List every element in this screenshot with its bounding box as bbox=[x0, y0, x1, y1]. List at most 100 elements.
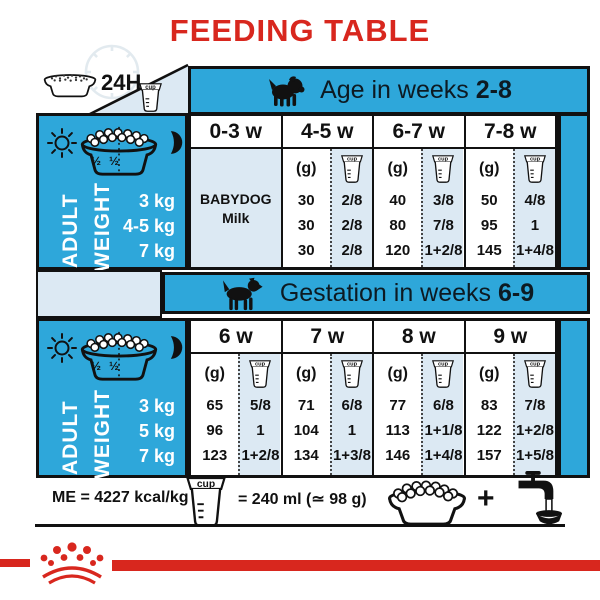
cell: 1 bbox=[347, 422, 357, 439]
cell: 4/8 bbox=[524, 192, 546, 209]
col-6w: 6 w (g) 65 96 123 5/8 1 1+2/8 bbox=[191, 321, 281, 475]
cell: 120 bbox=[385, 242, 411, 259]
cell: 30 bbox=[297, 242, 315, 259]
brand-bar-right bbox=[112, 560, 600, 571]
babydog-milk-cell: BABYDOG Milk bbox=[191, 149, 281, 267]
half-right: ½ bbox=[108, 359, 119, 373]
half-left: ½ bbox=[91, 359, 102, 373]
weight-row: 7 kg bbox=[138, 241, 175, 261]
col-header: 9 w bbox=[465, 321, 555, 354]
weight-row: 3 kg bbox=[138, 396, 175, 416]
cell: 83 bbox=[480, 397, 498, 414]
cell: 77 bbox=[389, 397, 407, 414]
grams-unit: (g) bbox=[295, 159, 317, 177]
corner-diagonal bbox=[87, 63, 189, 116]
adult-weight-list: 3 kg 4-5 kg 7 kg bbox=[85, 189, 175, 264]
cup-icon bbox=[340, 155, 364, 183]
cell: 2/8 bbox=[341, 217, 363, 234]
cup-equals-label: = 240 ml (≃ 98 g) bbox=[238, 491, 367, 508]
cup-icon bbox=[248, 360, 272, 388]
bowl-half-labels: ½ ½ bbox=[91, 359, 119, 373]
grams-unit: (g) bbox=[387, 159, 408, 177]
col-header: 6-7 w bbox=[374, 116, 464, 149]
col-header: 7 w bbox=[282, 321, 372, 354]
cell: 96 bbox=[206, 422, 224, 439]
cell: 30 bbox=[297, 192, 315, 209]
cup-icon bbox=[431, 155, 455, 183]
cell: 157 bbox=[476, 447, 502, 464]
cell: 104 bbox=[293, 422, 319, 439]
cup-icon bbox=[523, 360, 547, 388]
cell: 95 bbox=[480, 217, 498, 234]
cell: 2/8 bbox=[341, 192, 363, 209]
col-6-7w: 6-7 w (g) 40 80 120 3/8 7/8 1+2/8 bbox=[372, 116, 464, 267]
dog-icon bbox=[218, 275, 264, 311]
adult-label: ADULT bbox=[59, 400, 82, 475]
kibble-bowl-icon bbox=[75, 329, 163, 385]
col-4-5w: 4-5 w (g) 30 30 30 2/8 2/8 2/8 bbox=[280, 116, 372, 267]
sun-icon bbox=[47, 333, 77, 363]
grams-unit: (g) bbox=[204, 364, 225, 382]
food-bowl-icon bbox=[388, 480, 466, 526]
water-tap-icon bbox=[518, 470, 563, 525]
cell: 40 bbox=[389, 192, 407, 209]
cell: 2/8 bbox=[341, 242, 363, 259]
grams-unit: (g) bbox=[387, 364, 408, 382]
cell: 3/8 bbox=[433, 192, 454, 209]
babydog-label: BABYDOG bbox=[199, 190, 272, 207]
col-header: 4-5 w bbox=[282, 116, 372, 149]
col-8w: 8 w (g) 77 113 146 6/8 1+1/8 1+4/8 bbox=[372, 321, 464, 475]
age-table-body: 0-3 w BABYDOG Milk 4-5 w (g) 30 30 30 bbox=[188, 113, 558, 270]
cell: 7/8 bbox=[433, 217, 454, 234]
cell: 1+2/8 bbox=[515, 422, 554, 439]
weight-row: 3 kg bbox=[138, 191, 175, 211]
cell: 80 bbox=[389, 217, 407, 234]
cell: 1+2/8 bbox=[241, 447, 280, 464]
cup-icon bbox=[523, 155, 547, 183]
weight-row: 4-5 kg bbox=[122, 216, 175, 236]
col-9w: 9 w (g) 83 122 157 7/8 1+2/8 1+5/8 bbox=[463, 321, 555, 475]
food-bowl-24h-icon bbox=[43, 74, 97, 98]
gap-cell bbox=[36, 270, 162, 318]
weight-row: 7 kg bbox=[138, 446, 175, 466]
adult-label: ADULT bbox=[59, 193, 82, 268]
cell: 1+2/8 bbox=[424, 242, 463, 259]
cell: 1+3/8 bbox=[332, 447, 371, 464]
me-kcal-label: ME = 4227 kcal/kg bbox=[52, 489, 189, 506]
age-table-sidebar: ½ ½ ADULT WEIGHT 3 kg 4-5 kg 7 kg bbox=[36, 113, 188, 272]
col-header: 7-8 w bbox=[465, 116, 555, 149]
adult-weight-list: 3 kg 5 kg 7 kg bbox=[85, 394, 175, 469]
cell: 50 bbox=[480, 192, 498, 209]
cell: 146 bbox=[385, 447, 411, 464]
col-header: 6 w bbox=[191, 321, 281, 354]
cell: 7/8 bbox=[524, 397, 546, 414]
royal-canin-crown-logo bbox=[40, 542, 104, 585]
puppy-icon bbox=[266, 75, 306, 107]
cup-icon-large bbox=[183, 477, 229, 527]
cell: 145 bbox=[476, 242, 502, 259]
page-title: FEEDING TABLE bbox=[169, 13, 431, 48]
cell: 65 bbox=[206, 397, 224, 414]
right-cyan-strip bbox=[558, 318, 590, 478]
cell: 1+4/8 bbox=[515, 242, 554, 259]
cell: 122 bbox=[476, 422, 502, 439]
cup-icon bbox=[431, 360, 455, 388]
cell: 113 bbox=[385, 422, 410, 439]
weight-row: 5 kg bbox=[138, 421, 175, 441]
plus-sign: + bbox=[477, 482, 495, 515]
gestation-table-body: 6 w (g) 65 96 123 5/8 1 1+2/8 7 w bbox=[188, 318, 558, 478]
gestation-table-sidebar: ½ ½ ADULT WEIGHT 3 kg 5 kg 7 kg bbox=[36, 318, 188, 479]
cell: 30 bbox=[297, 217, 315, 234]
grams-unit: (g) bbox=[478, 159, 500, 177]
half-left: ½ bbox=[91, 154, 102, 168]
milk-label: Milk bbox=[222, 209, 250, 226]
gestation-header-range: 6-9 bbox=[498, 278, 535, 307]
col-7w: 7 w (g) 71 104 134 6/8 1 1+3/8 bbox=[280, 321, 372, 475]
cell: 6/8 bbox=[341, 397, 363, 414]
age-header-range: 2-8 bbox=[475, 76, 512, 104]
cell: 134 bbox=[293, 447, 319, 464]
cell: 123 bbox=[202, 447, 228, 464]
gestation-header-band: Gestation in weeks 6-9 bbox=[162, 272, 590, 314]
footer-divider bbox=[35, 524, 565, 527]
